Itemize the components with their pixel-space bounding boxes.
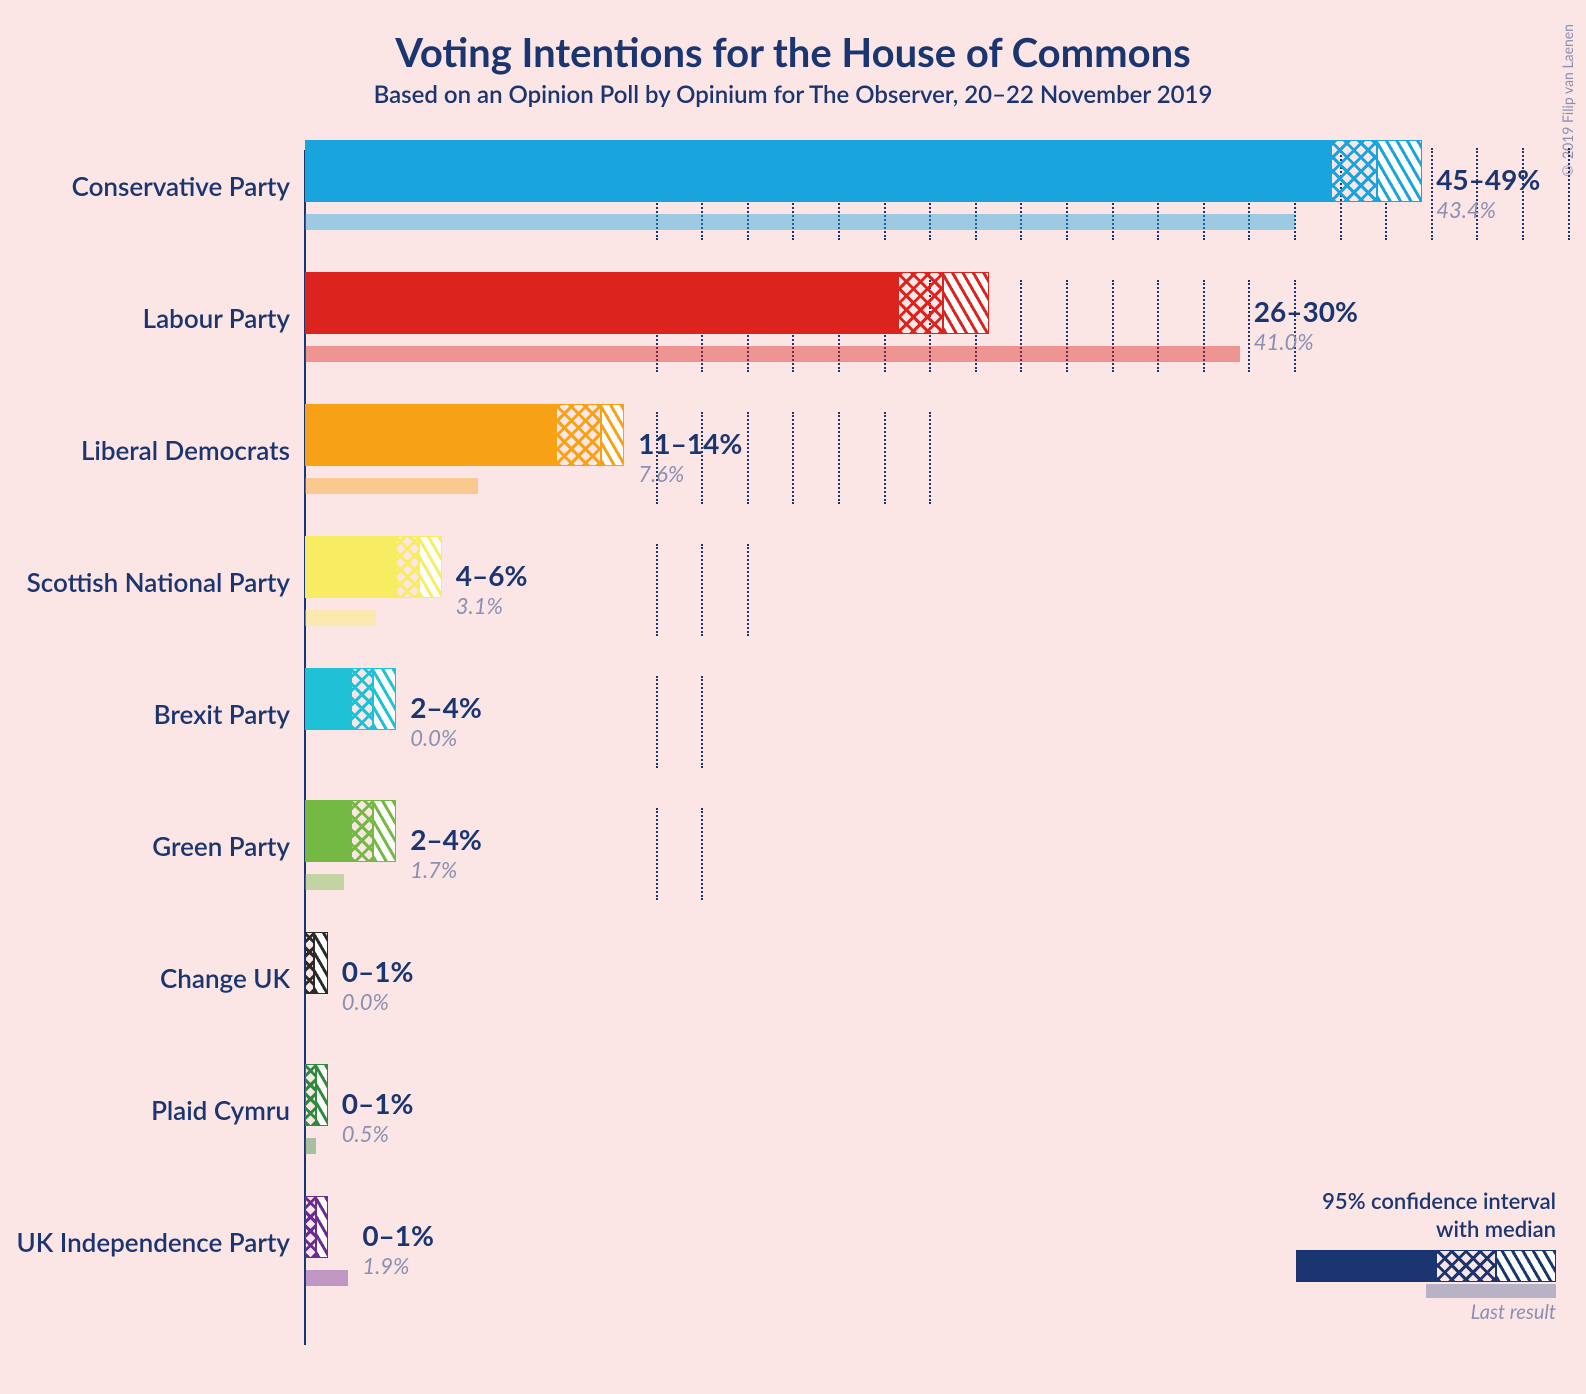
last-result-label: 7.6% (638, 460, 684, 487)
party-label: Scottish National Party (27, 566, 290, 598)
bar-diagonal (316, 1064, 327, 1126)
legend-solid (1296, 1250, 1436, 1282)
range-label: 11–14% (638, 426, 742, 460)
chart-area: Conservative Party 45–49%43.4% Labour Part… (0, 140, 1586, 1328)
bar-solid (305, 272, 898, 334)
party-row: Green Party 2–4%1.7% (0, 800, 1586, 932)
last-result-label: 41.0% (1254, 328, 1314, 355)
party-row: Liberal Democrats 11–14%7.6% (0, 404, 1586, 536)
last-result-bar (305, 346, 1240, 362)
last-result-label: 1.7% (410, 856, 457, 883)
bar-solid (305, 536, 396, 598)
party-label: Liberal Democrats (81, 434, 290, 466)
gridline (884, 412, 886, 504)
last-result-label: 1.9% (362, 1252, 409, 1279)
legend: 95% confidence interval with median Last… (1296, 1187, 1556, 1324)
gridline (656, 676, 658, 768)
bar-crosshatch (351, 668, 374, 730)
legend-bar-sample (1296, 1250, 1556, 1282)
legend-diagonal (1496, 1250, 1556, 1282)
bar-crosshatch (556, 404, 602, 466)
gridline (1568, 148, 1570, 240)
range-label: 2–4% (410, 822, 482, 856)
gridline (792, 412, 794, 504)
bar-diagonal (419, 536, 442, 598)
gridline (747, 544, 749, 636)
bar-diagonal (314, 932, 328, 994)
last-result-bar (305, 610, 376, 626)
legend-title: 95% confidence interval with median (1296, 1187, 1556, 1242)
party-label: Brexit Party (154, 698, 290, 730)
last-result-label: 43.4% (1436, 196, 1496, 223)
gridline (838, 412, 840, 504)
range-label: 0–1% (342, 954, 414, 988)
party-label: Conservative Party (72, 170, 290, 202)
legend-title-line1: 95% confidence interval (1322, 1187, 1556, 1214)
bar-diagonal (943, 272, 989, 334)
party-row: Conservative Party 45–49%43.4% (0, 140, 1586, 272)
gridline (929, 412, 931, 504)
party-row: Labour Party 26–30%41.0% (0, 272, 1586, 404)
range-label: 2–4% (410, 690, 482, 724)
last-result-label: 3.1% (456, 592, 503, 619)
range-label: 45–49% (1436, 162, 1540, 196)
party-row: Change UK 0–1%0.0% (0, 932, 1586, 1064)
chart-title: Voting Intentions for the House of Commo… (0, 0, 1586, 76)
range-label: 26–30% (1254, 294, 1358, 328)
chart-subtitle: Based on an Opinion Poll by Opinium for … (0, 80, 1586, 109)
bar-crosshatch (305, 932, 314, 994)
range-label: 4–6% (456, 558, 528, 592)
bar-crosshatch (396, 536, 419, 598)
party-row: Plaid Cymru 0–1%0.5% (0, 1064, 1586, 1196)
legend-title-line2: with median (1436, 1215, 1556, 1242)
bar-diagonal (373, 668, 396, 730)
gridline (656, 808, 658, 900)
bar-solid (305, 800, 351, 862)
bar-diagonal (316, 1196, 327, 1258)
range-label: 0–1% (362, 1218, 434, 1252)
bar-crosshatch (898, 272, 944, 334)
gridline (656, 544, 658, 636)
party-label: Labour Party (143, 302, 290, 334)
bar-diagonal (1377, 140, 1423, 202)
bar-crosshatch (1331, 140, 1377, 202)
gridline (701, 676, 703, 768)
gridline (747, 412, 749, 504)
legend-last-bar (1426, 1284, 1556, 1298)
last-result-label: 0.0% (410, 724, 457, 751)
party-label: Green Party (152, 830, 290, 862)
range-label: 0–1% (342, 1086, 414, 1120)
party-label: Change UK (160, 962, 290, 994)
bar-crosshatch (305, 1064, 316, 1126)
last-result-label: 0.5% (342, 1120, 389, 1147)
gridline (1431, 148, 1433, 240)
legend-last-label: Last result (1296, 1300, 1556, 1324)
last-result-bar (305, 1270, 348, 1286)
last-result-bar (305, 478, 478, 494)
bar-crosshatch (305, 1196, 316, 1258)
gridline (701, 808, 703, 900)
bar-solid (305, 404, 556, 466)
party-row: Scottish National Party 4–6%3.1% (0, 536, 1586, 668)
last-result-bar (305, 214, 1295, 230)
bar-solid (305, 668, 351, 730)
party-label: Plaid Cymru (151, 1094, 290, 1126)
gridline (1248, 280, 1250, 372)
last-result-label: 0.0% (342, 988, 389, 1015)
last-result-bar (305, 874, 344, 890)
bar-crosshatch (351, 800, 374, 862)
bar-diagonal (601, 404, 624, 466)
last-result-bar (305, 1138, 316, 1154)
legend-crosshatch (1436, 1250, 1496, 1282)
party-row: Brexit Party 2–4%0.0% (0, 668, 1586, 800)
bar-solid (305, 140, 1331, 202)
party-label: UK Independence Party (17, 1226, 290, 1258)
bar-diagonal (373, 800, 396, 862)
gridline (701, 544, 703, 636)
